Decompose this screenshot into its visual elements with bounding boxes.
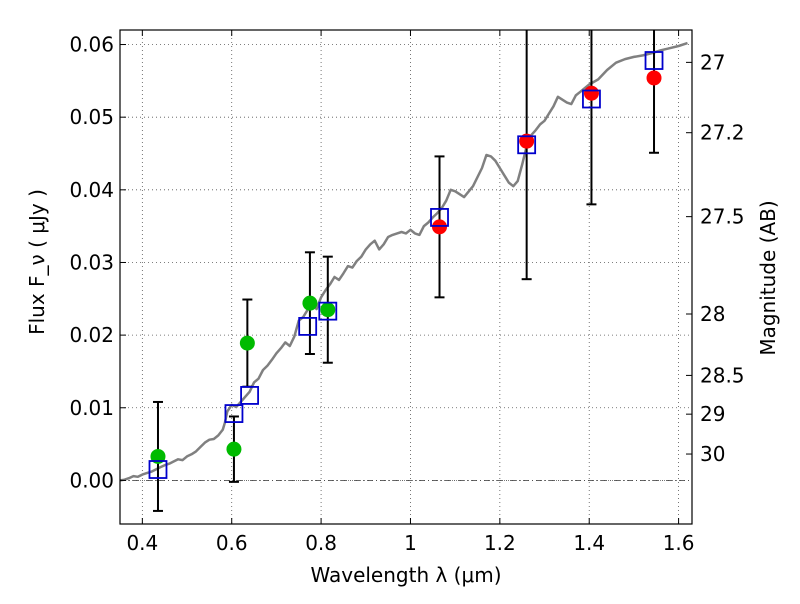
model-flux-square <box>430 208 449 227</box>
optical-data-point <box>239 335 255 351</box>
y-axis-label: Flux F_ν ( μJy ) <box>25 189 49 335</box>
model-flux-square <box>582 89 601 109</box>
x-tick-label: 0.4 <box>126 531 158 555</box>
model-flux-square <box>517 135 537 155</box>
x-tick-label: 1.4 <box>573 531 605 555</box>
optical-data-point <box>302 295 318 311</box>
y-tick-label: 0.02 <box>69 323 114 347</box>
optical-data-point <box>320 302 336 318</box>
model-flux-square <box>644 51 664 70</box>
y2-axis-label: Magnitude (AB) <box>756 200 780 355</box>
model-sed-layer <box>120 41 688 482</box>
y2-tick-label: 28 <box>700 302 725 326</box>
optical-data-point <box>226 441 242 457</box>
x-tick-label: 0.8 <box>305 531 337 555</box>
x-axis-label: Wavelength λ (μm) <box>310 563 501 587</box>
y2-tick-label: 27 <box>700 50 725 74</box>
model-flux-square <box>224 404 244 423</box>
y-tick-label: 0.00 <box>69 468 114 492</box>
axis-ticks: 0.4 0.6 0.8 1 1.2 1.4 1.6 0.00 0.01 0.02 0.03 0.04 0… <box>69 30 745 555</box>
model-flux-square <box>298 316 318 336</box>
model-flux-square <box>240 386 259 405</box>
model-flux-square <box>148 460 168 479</box>
y2-tick-label: 27.5 <box>700 205 745 229</box>
y2-tick-label: 27.2 <box>700 121 745 145</box>
x-tick-label: 1.2 <box>484 531 516 555</box>
nir-data-point <box>583 85 599 101</box>
x-tick-label: 1.6 <box>663 531 695 555</box>
model-sed-line <box>120 41 688 482</box>
nir-data-point <box>519 133 535 149</box>
x-tick-label: 0.6 <box>216 531 248 555</box>
y2-tick-label: 30 <box>700 442 725 466</box>
y2-tick-label: 29 <box>700 402 725 426</box>
nir-data-point <box>432 219 448 235</box>
plot-frame <box>119 29 693 525</box>
x-tick-label: 1 <box>404 531 417 555</box>
grid <box>120 30 692 524</box>
y-tick-label: 0.05 <box>69 105 114 129</box>
y-tick-label: 0.01 <box>69 396 114 420</box>
data-markers <box>148 51 664 479</box>
y2-tick-label: 28.5 <box>700 363 745 387</box>
y-tick-label: 0.04 <box>69 178 114 202</box>
nir-data-point <box>646 70 662 86</box>
y-tick-label: 0.06 <box>69 33 114 57</box>
model-flux-square <box>318 301 338 321</box>
y-tick-label: 0.03 <box>69 250 114 274</box>
